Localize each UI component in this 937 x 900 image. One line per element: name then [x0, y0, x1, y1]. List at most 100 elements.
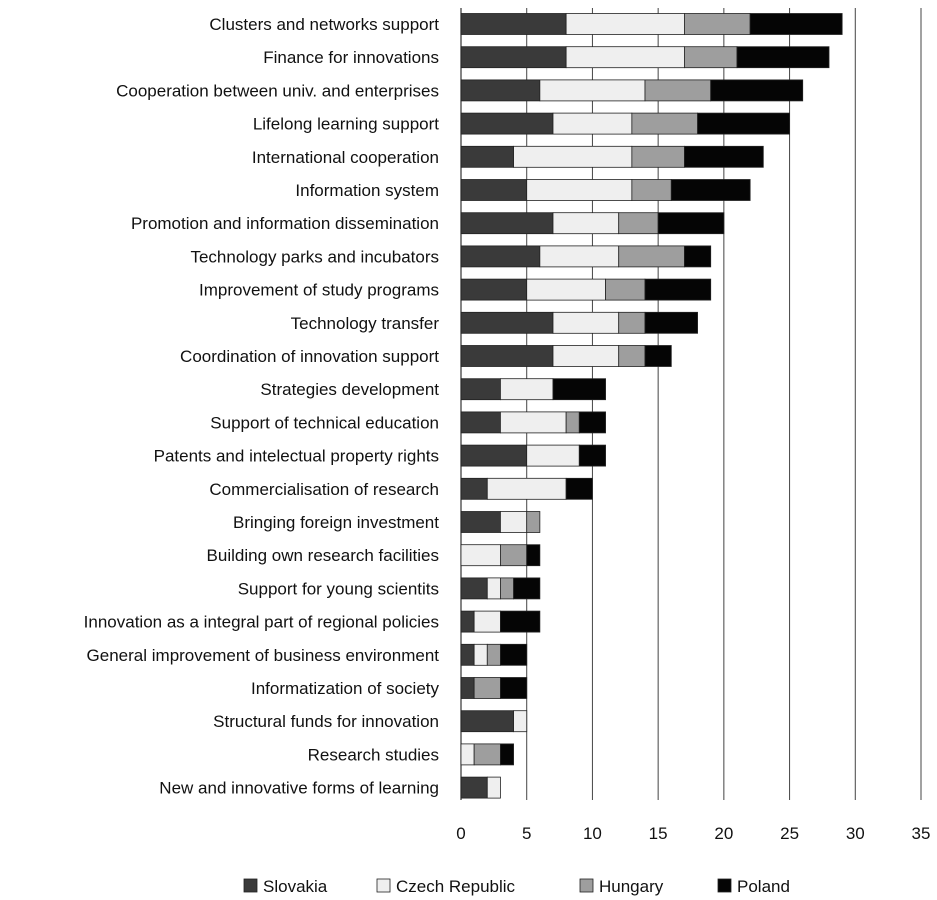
bar-hungary — [631, 112, 698, 135]
bar-hungary — [644, 79, 712, 102]
bar-slovakia — [460, 643, 475, 666]
category-label: Clusters and networks support — [209, 15, 439, 34]
x-tick-label: 25 — [780, 824, 799, 843]
bar-poland — [526, 544, 541, 567]
bar-slovakia — [460, 179, 528, 201]
bar-poland — [710, 79, 804, 102]
bar-slovakia — [460, 378, 501, 401]
bar-hungary — [618, 212, 659, 235]
category-label: Innovation as a integral part of regiona… — [84, 613, 439, 632]
bar-slovakia — [460, 212, 554, 235]
bar-slovakia — [460, 411, 501, 434]
bar-czech-republic — [473, 610, 501, 633]
category-label: Bringing foreign investment — [233, 513, 439, 532]
bar-poland — [513, 577, 541, 600]
bar-czech-republic — [460, 544, 501, 567]
bars — [460, 13, 843, 799]
bar-hungary — [618, 345, 646, 367]
bar-poland — [736, 46, 830, 69]
bar-slovakia — [460, 245, 541, 268]
bar-poland — [500, 643, 528, 666]
bar-czech-republic — [526, 444, 580, 467]
category-label: Information system — [295, 181, 439, 200]
category-label: International cooperation — [252, 148, 439, 167]
category-labels: Clusters and networks support Finance for… — [84, 15, 440, 798]
bar-poland — [684, 245, 712, 268]
bar-hungary — [500, 544, 528, 567]
bar-czech-republic — [473, 643, 488, 666]
legend-label: Poland — [737, 877, 790, 896]
category-label: Technology parks and incubators — [190, 247, 439, 266]
legend-swatch — [376, 878, 391, 893]
gridlines — [460, 8, 922, 800]
bar-slovakia — [460, 776, 488, 799]
bar-poland — [552, 378, 606, 401]
x-tick-label: 20 — [714, 824, 733, 843]
bar-hungary — [618, 245, 685, 268]
bar-slovakia — [460, 278, 528, 301]
bar-hungary — [486, 643, 501, 666]
bar-czech-republic — [500, 511, 528, 533]
bar-czech-republic — [552, 212, 620, 235]
bar-czech-republic — [565, 46, 685, 69]
category-label: Informatization of society — [251, 679, 440, 698]
x-tick-label: 30 — [846, 824, 865, 843]
legend-label: Slovakia — [263, 877, 328, 896]
bar-poland — [697, 112, 790, 135]
category-label: Technology transfer — [291, 314, 440, 333]
bar-poland — [670, 179, 751, 201]
bar-czech-republic — [565, 13, 685, 35]
bar-hungary — [500, 577, 514, 600]
bar-hungary — [684, 46, 738, 69]
legend-swatch — [243, 878, 258, 893]
category-label: Building own research facilities — [207, 546, 439, 565]
bar-czech-republic — [500, 378, 554, 401]
bar-slovakia — [460, 345, 554, 367]
bar-czech-republic — [513, 145, 633, 168]
bar-poland — [500, 743, 514, 766]
bar-hungary — [684, 13, 751, 35]
bar-slovakia — [460, 677, 475, 699]
bar-czech-republic — [526, 278, 606, 301]
x-axis-ticks: 0 5 10 15 20 25 30 35 — [456, 824, 930, 843]
bar-slovakia — [460, 444, 528, 467]
bar-czech-republic — [552, 345, 620, 367]
category-label: Improvement of study programs — [199, 281, 439, 300]
bar-czech-republic — [552, 112, 633, 135]
bar-poland — [578, 444, 606, 467]
bar-poland — [578, 411, 606, 434]
category-label: Promotion and information dissemination — [131, 214, 439, 233]
bar-slovakia — [460, 145, 514, 168]
bar-czech-republic — [486, 577, 501, 600]
bar-czech-republic — [526, 179, 633, 201]
bar-poland — [644, 311, 698, 334]
bar-hungary — [631, 145, 685, 168]
category-label: Finance for innovations — [263, 48, 439, 67]
bar-hungary — [565, 411, 580, 434]
x-tick-label: 0 — [456, 824, 465, 843]
category-label: Patents and intelectual property rights — [154, 447, 439, 466]
bar-czech-republic — [552, 311, 620, 334]
category-label: Cooperation between univ. and enterprise… — [116, 81, 439, 100]
category-label: Support for young scientits — [238, 579, 439, 598]
bar-czech-republic — [500, 411, 567, 434]
bar-slovakia — [460, 477, 488, 500]
category-label: Strategies development — [260, 380, 439, 399]
bar-slovakia — [460, 311, 554, 334]
bar-poland — [644, 345, 672, 367]
bar-poland — [749, 13, 843, 35]
bar-hungary — [473, 743, 501, 766]
legend-swatch — [579, 878, 594, 893]
category-label: Structural funds for innovation — [213, 712, 439, 731]
bar-slovakia — [460, 511, 501, 533]
legend: Slovakia Czech Republic Hungary Poland — [243, 877, 790, 896]
bar-czech-republic — [486, 477, 567, 500]
bar-czech-republic — [460, 743, 475, 766]
bar-slovakia — [460, 710, 514, 733]
bar-hungary — [605, 278, 646, 301]
bar-czech-republic — [539, 245, 620, 268]
category-label: Research studies — [308, 745, 439, 764]
category-label: New and innovative forms of learning — [159, 779, 439, 798]
bar-slovakia — [460, 112, 554, 135]
